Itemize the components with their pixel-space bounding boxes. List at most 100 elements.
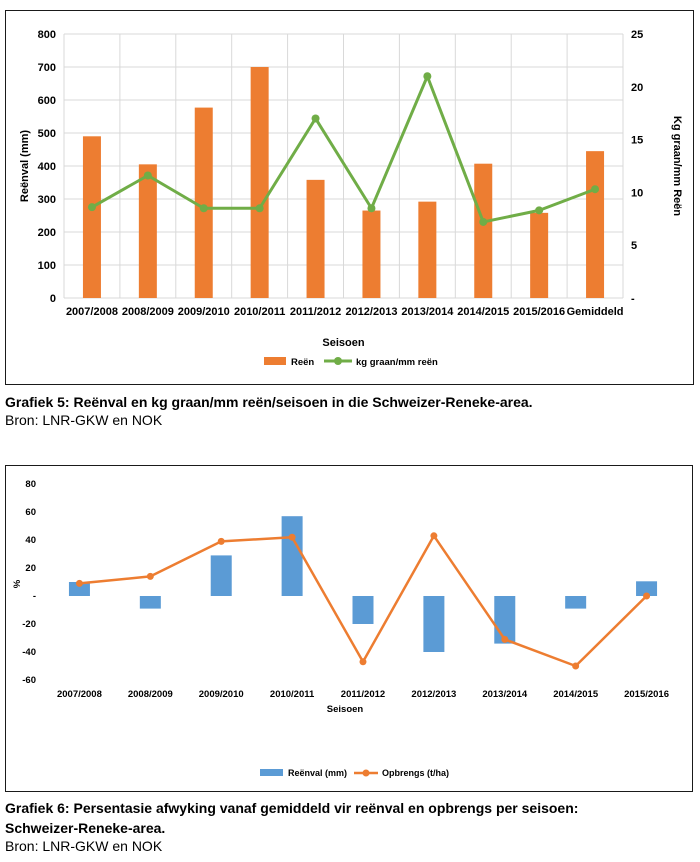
y-tick-label: 60 <box>25 507 36 518</box>
point-kg-graan <box>199 204 208 213</box>
legend-marker-opbrengs <box>362 769 370 777</box>
y-tick-label: 700 <box>38 62 56 74</box>
y-tick-label: 80 <box>25 479 36 490</box>
point-kg-graan <box>143 171 152 180</box>
y-tick-label: 100 <box>38 260 56 272</box>
x-tick-label: 2010/2011 <box>270 689 315 700</box>
y-tick-label: 800 <box>38 29 56 41</box>
y2-tick-label: 5 <box>631 240 637 252</box>
x-tick-label: 2013/2014 <box>482 689 528 700</box>
point-opbrengs <box>359 658 367 666</box>
bar-reen <box>474 163 493 298</box>
bar-reen <box>194 107 213 298</box>
y2-tick-label: 20 <box>631 82 643 94</box>
x-tick-label: 2007/2008 <box>66 306 118 318</box>
legend-swatch-reenval <box>260 769 283 776</box>
point-opbrengs <box>146 572 154 580</box>
y-axis-title: Reënval (mm) <box>19 130 31 202</box>
rainfall-yield-chart: 0 100 200 300 400 500 600 700 800 - 5 10 15 20 25 2007/… <box>19 29 683 368</box>
point-kg-graan <box>423 72 432 81</box>
y-tick-label: 0 <box>50 293 56 305</box>
chart2-source: Bron: LNR-GKW en NOK <box>5 838 163 854</box>
bar-reen <box>418 201 437 298</box>
x-tick-label: 2014/2015 <box>553 689 599 700</box>
x-tick-label: 2008/2009 <box>128 689 173 700</box>
y-tick-label: 40 <box>25 535 36 546</box>
bar-reen <box>586 151 605 298</box>
legend-label-opbrengs: Opbrengs (t/ha) <box>382 768 449 778</box>
bar-reen <box>306 179 325 298</box>
x-tick-label: 2014/2015 <box>457 306 509 318</box>
y-tick-label: 20 <box>25 563 36 574</box>
legend-label-kg-graan: kg graan/mm reën <box>356 357 438 368</box>
bar-reenval <box>352 596 374 624</box>
bar-reen <box>362 210 381 298</box>
y-tick-label: 400 <box>38 161 56 173</box>
bar-reenval <box>139 596 161 609</box>
chart2-caption-line1: Grafiek 6: Persentasie afwyking vanaf ge… <box>5 799 578 817</box>
bar-reen <box>250 67 269 298</box>
y2-tick-label: 10 <box>631 187 643 199</box>
y-tick-label: 200 <box>38 227 56 239</box>
chart2-caption-title-2: Schweizer-Reneke-area. <box>5 820 166 836</box>
point-opbrengs <box>501 635 509 643</box>
x-tick-label: 2008/2009 <box>122 306 174 318</box>
chart1-caption: Grafiek 5: Reënval en kg graan/mm reën/s… <box>5 393 533 411</box>
y-tick-label: -40 <box>22 647 36 658</box>
point-kg-graan <box>311 114 320 123</box>
point-kg-graan <box>591 185 600 194</box>
x-tick-label: 2010/2011 <box>234 306 285 318</box>
x-tick-label: 2009/2010 <box>199 689 244 700</box>
y-tick-label: 600 <box>38 95 56 107</box>
x-tick-label: 2009/2010 <box>178 306 230 318</box>
y-tick-label: 300 <box>38 194 56 206</box>
bar-reenval <box>423 596 445 652</box>
x-axis-title: Seisoen <box>322 337 364 349</box>
point-opbrengs <box>430 532 438 540</box>
bar-reenval <box>281 516 303 596</box>
chart1-frame: 0 100 200 300 400 500 600 700 800 - 5 10 15 20 25 2007/… <box>5 10 694 385</box>
point-kg-graan <box>535 206 544 215</box>
x-tick-label: 2012/2013 <box>345 306 397 318</box>
bar-reenval <box>565 596 587 609</box>
x-tick-label: 2015/2016 <box>513 306 565 318</box>
point-opbrengs <box>572 662 580 670</box>
chart2-caption-line2: Schweizer-Reneke-area. <box>5 819 165 837</box>
y2-tick-label: 15 <box>631 135 643 147</box>
bar-reen <box>138 164 157 298</box>
legend-label-reenval: Reënval (mm) <box>288 768 347 778</box>
chart1-caption-title: Grafiek 5: Reënval en kg graan/mm reën/s… <box>5 394 533 410</box>
x-tick-label: 2015/2016 <box>624 689 669 700</box>
point-opbrengs <box>75 579 83 587</box>
legend-label-reen: Reën <box>291 357 314 368</box>
point-opbrengs <box>643 592 651 600</box>
bar-reen <box>530 212 549 298</box>
y-tick-label: - <box>33 591 36 602</box>
y2-tick-label: - <box>631 293 635 305</box>
x-tick-label: 2007/2008 <box>57 689 102 700</box>
x-tick-label: Gemiddeld <box>567 306 624 318</box>
point-opbrengs <box>217 537 225 545</box>
line-kg-graan <box>91 74 596 224</box>
point-kg-graan <box>367 204 376 213</box>
bar-reenval <box>636 581 658 596</box>
legend-marker-kg-graan <box>334 357 342 365</box>
point-kg-graan <box>87 203 96 212</box>
x-tick-label: 2011/2012 <box>341 689 385 700</box>
bar-reen <box>82 136 101 298</box>
y2-tick-label: 25 <box>631 29 643 41</box>
bar-reenval <box>68 582 90 596</box>
x-axis-title: Seisoen <box>327 704 364 715</box>
bar-reenval <box>210 555 232 596</box>
chart2-frame: -60 -40 -20-20 40 60 80 2007/2008 2008/2009 2009… <box>5 465 693 792</box>
y-tick-label: 500 <box>38 128 56 140</box>
y-axis-title: % <box>12 579 23 588</box>
legend-swatch-reen <box>264 357 286 365</box>
y-tick-label: -60 <box>22 675 36 686</box>
x-tick-label: 2011/2012 <box>290 306 341 318</box>
y-tick-label: -20 <box>22 619 36 630</box>
chart2-caption-title-1: Grafiek 6: Persentasie afwyking vanaf ge… <box>5 800 579 816</box>
x-tick-label: 2012/2013 <box>411 689 456 700</box>
y2-axis-title: Kg graan/mm Reën <box>671 116 683 217</box>
